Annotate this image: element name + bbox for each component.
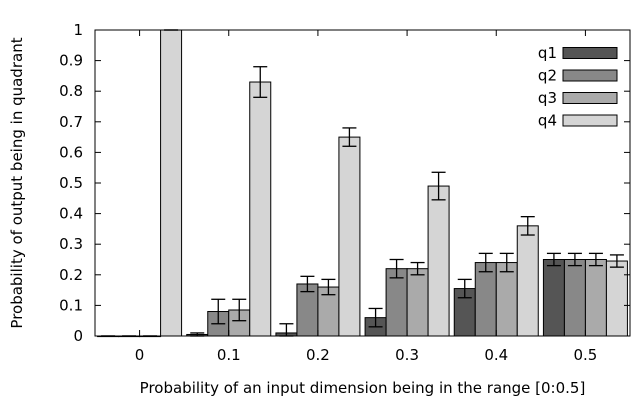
legend-swatch-q2 bbox=[562, 69, 618, 82]
bar-q3-0.3 bbox=[406, 268, 429, 337]
y-tick-label: 0.5 bbox=[59, 174, 83, 192]
bar-q4-0.2 bbox=[338, 136, 361, 337]
legend-swatch-q3 bbox=[562, 92, 618, 104]
x-axis-title: Probability of an input dimension being … bbox=[140, 379, 586, 397]
errorbar-q1-0.5 bbox=[546, 252, 561, 267]
y-tick-label: 0.8 bbox=[59, 82, 83, 100]
error-bars-layer bbox=[101, 29, 624, 337]
x-tick-label: 0.1 bbox=[217, 346, 241, 364]
bar-q1-0.5 bbox=[542, 259, 565, 337]
errorbar-q1-0.3 bbox=[368, 307, 383, 328]
errorbar-q4-0.1 bbox=[253, 66, 268, 98]
errorbar-q2-0.4 bbox=[478, 252, 493, 273]
bar-q4-0 bbox=[160, 29, 183, 337]
errorbar-q2-0.2 bbox=[300, 275, 315, 293]
bar-q3-0.4 bbox=[495, 262, 518, 337]
legend-swatch-q4 bbox=[562, 114, 618, 127]
errorbar-q4-0.4 bbox=[520, 216, 535, 236]
errorbar-q3-0.1 bbox=[232, 298, 247, 322]
x-tick-label: 0.5 bbox=[573, 346, 597, 364]
x-tick-label: 0.4 bbox=[484, 346, 508, 364]
y-axis: 0 0.1 0.2 0.3 0.4 0.5 0.6 0.7 0.8 0.9 1 bbox=[59, 21, 630, 345]
legend: q1 q2 q3 q4 bbox=[538, 44, 618, 130]
y-axis-title: Probability of output being in quadrant bbox=[8, 37, 26, 328]
x-tick-label: 0.3 bbox=[395, 346, 419, 364]
bar-q4-0.4 bbox=[516, 225, 539, 337]
legend-label-q4: q4 bbox=[538, 112, 557, 130]
legend-label-q1: q1 bbox=[538, 44, 557, 62]
errorbar-q3-0.5 bbox=[588, 252, 603, 267]
y-tick-label: 0.7 bbox=[59, 113, 83, 131]
errorbar-q3-0.2 bbox=[321, 278, 336, 296]
legend-label-q2: q2 bbox=[538, 67, 557, 85]
y-tick-label: 0.3 bbox=[59, 235, 83, 253]
errorbar-q3-0.3 bbox=[410, 261, 425, 276]
y-tick-label: 0 bbox=[73, 327, 83, 345]
errorbar-q2-0.3 bbox=[389, 258, 404, 279]
y-tick-label: 0.6 bbox=[59, 143, 83, 161]
bar-q4-0.5 bbox=[605, 260, 628, 337]
x-tick-label: 0.2 bbox=[306, 346, 330, 364]
y-tick-label: 0.4 bbox=[59, 205, 83, 223]
legend-label-q3: q3 bbox=[538, 89, 557, 107]
bar-q2-0.5 bbox=[563, 259, 586, 337]
bar-q2-0.4 bbox=[474, 262, 497, 337]
x-axis: 0 0.1 0.2 0.3 0.4 0.5 bbox=[135, 30, 597, 364]
legend-swatch-q1 bbox=[562, 47, 618, 59]
errorbar-q2-0.1 bbox=[211, 298, 226, 325]
x-tick-label: 0 bbox=[135, 346, 145, 364]
y-tick-label: 0.2 bbox=[59, 266, 83, 284]
errorbar-q2-0.5 bbox=[567, 252, 582, 267]
bar-q4-0.1 bbox=[249, 81, 272, 337]
y-tick-label: 0.1 bbox=[59, 296, 83, 314]
errorbar-q1-0.4 bbox=[457, 278, 472, 299]
errorbar-q4-0.3 bbox=[431, 171, 446, 201]
y-tick-label: 1 bbox=[73, 21, 83, 39]
bar-q3-0.5 bbox=[584, 259, 607, 337]
errorbar-q4-0.2 bbox=[342, 127, 357, 147]
bar-q2-0.3 bbox=[385, 268, 408, 337]
errorbar-q3-0.4 bbox=[499, 252, 514, 273]
bar-q4-0.3 bbox=[427, 185, 450, 337]
y-tick-label: 0.9 bbox=[59, 52, 83, 70]
errorbar-q4-0.5 bbox=[609, 254, 624, 268]
